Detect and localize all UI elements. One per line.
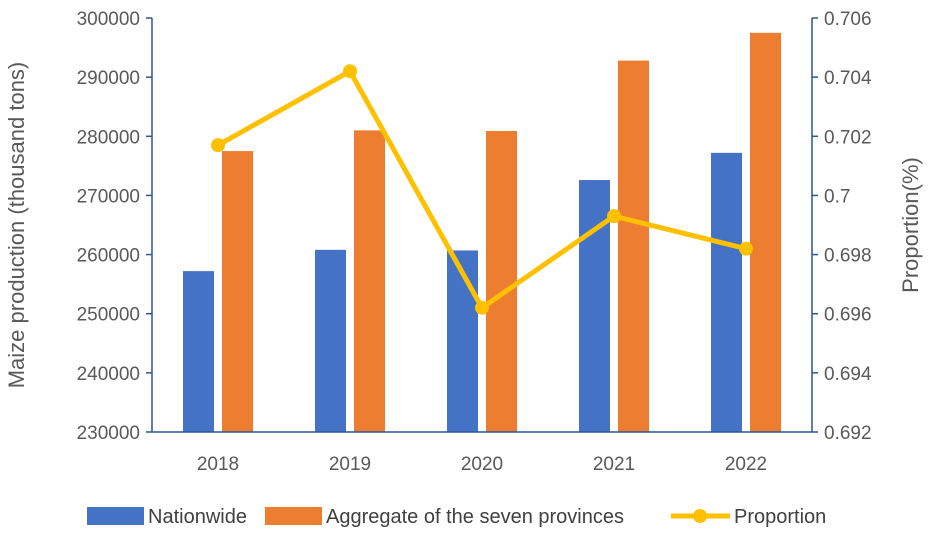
bar-nationwide-2018 bbox=[183, 271, 214, 432]
y-right-tick-label: 0.692 bbox=[824, 423, 872, 444]
y-axis-left-title: Maize production (thousand tons) bbox=[4, 62, 29, 389]
x-tick-label: 2018 bbox=[197, 454, 239, 475]
legend-marker-proportion bbox=[693, 509, 707, 523]
proportion-point-2021 bbox=[607, 209, 621, 224]
y-left-tick-label: 270000 bbox=[77, 186, 140, 207]
y-left-tick-label: 250000 bbox=[77, 305, 140, 326]
legend-label-nationwide: Nationwide bbox=[148, 506, 247, 528]
x-tick-label: 2019 bbox=[329, 454, 371, 475]
y-right-tick-label: 0.7 bbox=[824, 186, 850, 207]
proportion-point-2022 bbox=[739, 241, 753, 256]
y-right-tick-label: 0.694 bbox=[824, 364, 872, 385]
proportion-point-2019 bbox=[343, 64, 357, 79]
bar-seven-provinces-2020 bbox=[486, 130, 517, 432]
x-tick-label: 2021 bbox=[593, 454, 635, 475]
y-left-tick-label: 230000 bbox=[77, 423, 140, 444]
y-right-tick-label: 0.698 bbox=[824, 246, 872, 267]
bar-seven-provinces-2018 bbox=[222, 151, 253, 433]
bar-seven-provinces-2019 bbox=[354, 130, 385, 432]
x-tick-label: 2022 bbox=[725, 454, 767, 475]
legend-swatch-seven-provinces bbox=[265, 507, 322, 525]
y-right-tick-label: 0.706 bbox=[824, 9, 872, 30]
legend: Nationwide Aggregate of the seven provinc… bbox=[87, 506, 826, 528]
legend-label-seven-provinces: Aggregate of the seven provinces bbox=[326, 506, 624, 528]
bar-nationwide-2022 bbox=[711, 152, 742, 433]
proportion-line bbox=[216, 68, 747, 311]
line-layer bbox=[211, 64, 753, 315]
y-left-tick-label: 240000 bbox=[77, 364, 140, 385]
x-tick-label: 2020 bbox=[461, 454, 503, 475]
y-right-tick-label: 0.704 bbox=[824, 68, 872, 89]
legend-swatch-nationwide bbox=[87, 507, 144, 525]
y-left-tick-label: 290000 bbox=[77, 68, 140, 89]
y-axis-right-title: Proportion(%) bbox=[898, 157, 923, 293]
y-left-tick-label: 260000 bbox=[77, 246, 140, 267]
y-left-tick-label: 280000 bbox=[77, 127, 140, 148]
proportion-point-2020 bbox=[475, 300, 489, 315]
bars-layer bbox=[183, 32, 781, 433]
axes-layer: 2018 2019 2020 2021 2022 230000 240000 250000 26… bbox=[77, 9, 872, 475]
legend-label-proportion: Proportion bbox=[734, 506, 826, 528]
bar-nationwide-2021 bbox=[579, 180, 610, 432]
proportion-point-2018 bbox=[211, 138, 225, 153]
bar-nationwide-2020 bbox=[447, 250, 478, 432]
y-left-tick-label: 300000 bbox=[77, 9, 140, 30]
y-right-tick-label: 0.696 bbox=[824, 305, 872, 326]
bar-seven-provinces-2022 bbox=[750, 32, 781, 433]
bar-seven-provinces-2021 bbox=[618, 60, 649, 432]
bar-nationwide-2019 bbox=[315, 249, 346, 432]
y-right-tick-label: 0.702 bbox=[824, 127, 872, 148]
